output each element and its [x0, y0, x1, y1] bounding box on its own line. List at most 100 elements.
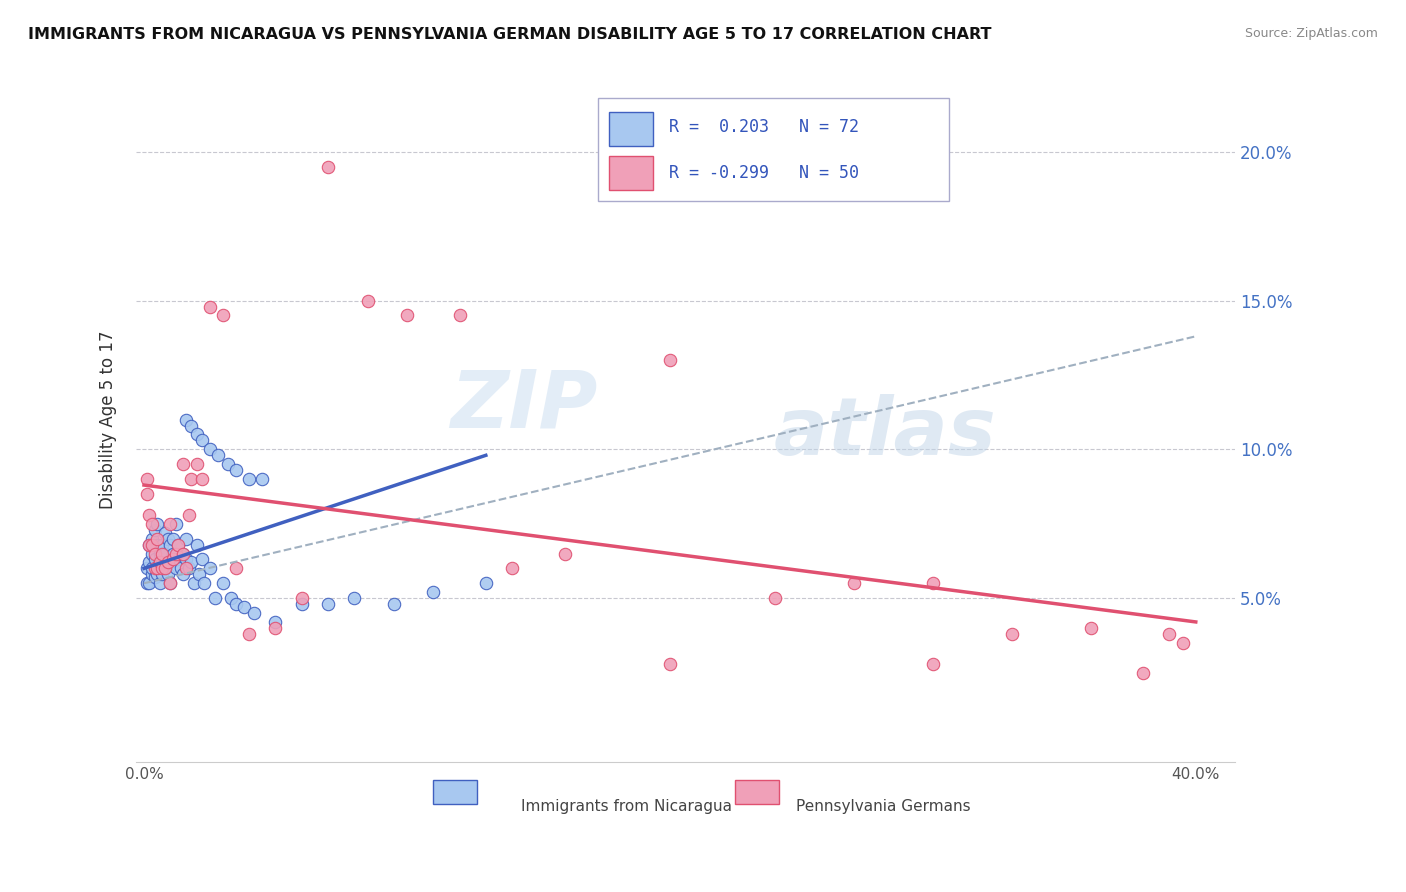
- Point: [356, 293, 378, 308]
- Text: IMMIGRANTS FROM NICARAGUA VS PENNSYLVANIA GERMAN DISABILITY AGE 5 TO 17 CORRELAT: IMMIGRANTS FROM NICARAGUA VS PENNSYLVANI…: [28, 27, 991, 42]
- Point: [180, 556, 202, 570]
- Point: [658, 657, 681, 671]
- Point: [146, 561, 169, 575]
- Point: [1001, 627, 1024, 641]
- Point: [146, 567, 169, 582]
- Point: [146, 532, 169, 546]
- Point: [921, 657, 943, 671]
- Point: [382, 597, 405, 611]
- Point: [198, 442, 221, 457]
- Text: atlas: atlas: [773, 394, 997, 472]
- Point: [165, 547, 187, 561]
- Point: [422, 585, 444, 599]
- Point: [172, 547, 194, 561]
- Point: [153, 525, 176, 540]
- Point: [212, 309, 235, 323]
- Point: [225, 561, 247, 575]
- Point: [143, 552, 166, 566]
- Point: [395, 309, 418, 323]
- Point: [143, 561, 166, 575]
- Point: [212, 576, 235, 591]
- Text: Immigrants from Nicaragua: Immigrants from Nicaragua: [520, 799, 731, 814]
- FancyBboxPatch shape: [735, 780, 779, 805]
- Point: [193, 576, 215, 591]
- Point: [135, 561, 157, 575]
- Point: [501, 561, 523, 575]
- Point: [186, 457, 208, 471]
- Point: [198, 300, 221, 314]
- Point: [135, 487, 157, 501]
- Point: [316, 597, 339, 611]
- Point: [842, 576, 865, 591]
- Point: [152, 552, 174, 566]
- Point: [153, 561, 176, 575]
- Point: [225, 597, 247, 611]
- Point: [138, 538, 160, 552]
- Point: [177, 561, 200, 575]
- Point: [658, 353, 681, 368]
- Point: [172, 457, 194, 471]
- Point: [217, 457, 239, 471]
- Point: [159, 538, 181, 552]
- Point: [165, 561, 187, 575]
- Point: [204, 591, 226, 606]
- Point: [291, 591, 314, 606]
- Text: Pennsylvania Germans: Pennsylvania Germans: [796, 799, 970, 814]
- Point: [198, 561, 221, 575]
- Point: [167, 538, 190, 552]
- Point: [146, 561, 169, 575]
- Point: [146, 516, 169, 531]
- Point: [232, 600, 254, 615]
- FancyBboxPatch shape: [598, 98, 949, 201]
- Point: [141, 547, 163, 561]
- Point: [172, 567, 194, 582]
- Point: [186, 427, 208, 442]
- Point: [167, 552, 190, 566]
- Point: [316, 160, 339, 174]
- Point: [174, 552, 197, 566]
- Point: [238, 472, 260, 486]
- Point: [174, 412, 197, 426]
- Point: [156, 556, 179, 570]
- Y-axis label: Disability Age 5 to 17: Disability Age 5 to 17: [100, 330, 117, 508]
- Point: [180, 418, 202, 433]
- Point: [170, 561, 193, 575]
- Point: [162, 532, 184, 546]
- Point: [152, 538, 174, 552]
- Point: [243, 606, 266, 620]
- Point: [138, 556, 160, 570]
- Point: [475, 576, 498, 591]
- Text: R = -0.299   N = 50: R = -0.299 N = 50: [669, 164, 859, 182]
- Point: [141, 532, 163, 546]
- Point: [172, 547, 194, 561]
- Point: [183, 576, 205, 591]
- Point: [159, 576, 181, 591]
- Point: [138, 508, 160, 522]
- Point: [153, 561, 176, 575]
- Point: [186, 538, 208, 552]
- Point: [156, 532, 179, 546]
- Point: [138, 576, 160, 591]
- Point: [191, 552, 214, 566]
- Point: [252, 472, 274, 486]
- Point: [149, 547, 172, 561]
- Point: [343, 591, 366, 606]
- Point: [1159, 627, 1181, 641]
- FancyBboxPatch shape: [609, 112, 652, 146]
- Point: [135, 576, 157, 591]
- Point: [554, 547, 576, 561]
- Point: [162, 547, 184, 561]
- Point: [1171, 636, 1194, 650]
- Point: [1080, 621, 1102, 635]
- Point: [180, 472, 202, 486]
- Point: [159, 556, 181, 570]
- Point: [138, 538, 160, 552]
- Point: [141, 561, 163, 575]
- Point: [449, 309, 471, 323]
- Point: [152, 567, 174, 582]
- Text: R =  0.203   N = 72: R = 0.203 N = 72: [669, 118, 859, 136]
- Point: [156, 567, 179, 582]
- Point: [921, 576, 943, 591]
- Point: [238, 627, 260, 641]
- Point: [159, 516, 181, 531]
